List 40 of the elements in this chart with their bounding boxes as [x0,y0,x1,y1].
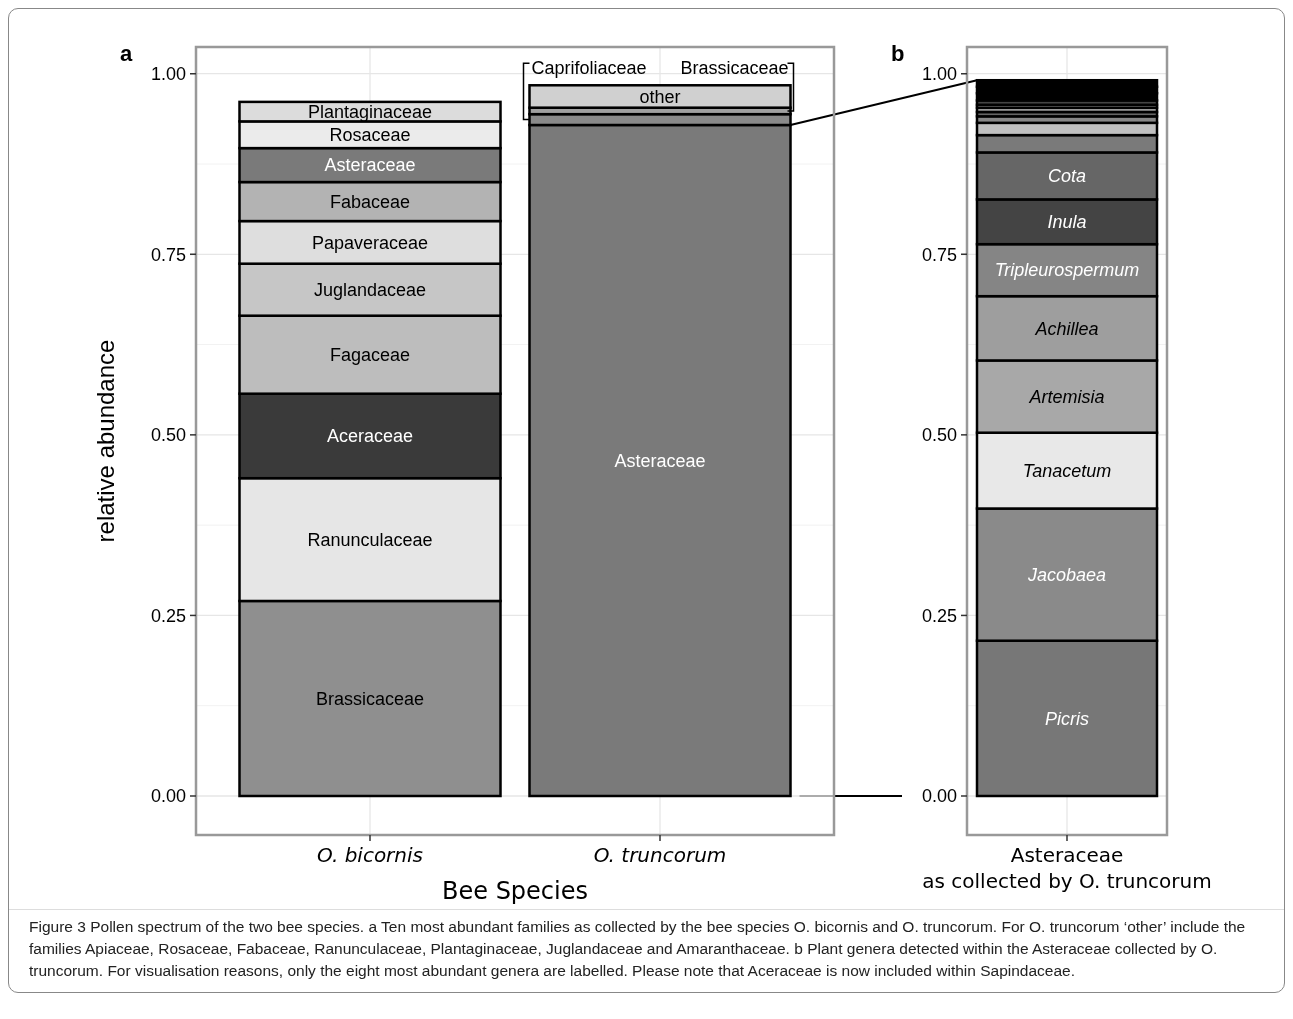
y-tick-label: 0.25 [150,605,186,626]
series-label: Papaveraceae [311,232,429,253]
series-label: Picris [1045,708,1089,729]
y-tick-label: 0.25 [921,605,957,626]
series-label: Fabaceae [329,191,411,212]
y-tick-label: 0.75 [921,244,957,265]
y-tick-label: 0.00 [921,786,957,807]
y-tick-label: 0.75 [150,244,186,265]
y-tick-label: 0.50 [921,425,957,446]
chart-title: a [120,41,133,66]
series-label: Plantaginaceae [307,101,433,122]
series-label: Achillea [1034,318,1099,339]
y-tick-label: 0.00 [150,786,186,807]
series-label: Juglandaceae [313,279,427,300]
x-tick-label: O. truncorum [593,843,727,867]
series-label: Brassicaceae [680,57,789,78]
y-tick-label: 1.00 [921,64,957,85]
x-tick-label: Asteraceae as collected by O. truncorum [922,843,1212,893]
series-label: Brassicaceae [315,688,425,709]
series-label: Asteraceae [614,450,706,471]
text: Caprifoliaceae [531,57,647,78]
series-label: Tanacetum [1022,460,1112,481]
series-label: Inula [1047,212,1087,233]
series-label: Tripleurospermum [994,260,1140,281]
chart-title: b [891,41,905,66]
series-label: other [639,86,681,107]
series-label: Asteraceae [324,155,416,176]
series-label: Ranunculaceae [307,529,433,550]
series-label: Fagaceae [329,344,411,365]
x-tick-label: O. bicornis [316,843,424,867]
series-label: Cota [1047,166,1087,187]
series-label: Jacobaea [1026,564,1107,585]
y-tick-label: 0.50 [150,425,186,446]
series-label: Rosaceae [329,125,411,146]
series-label: Aceraceae [326,426,414,447]
y-tick-label: 1.00 [150,64,186,85]
x-axis-title: Bee Species [442,877,588,905]
series-label: Artemisia [1028,386,1105,407]
y-axis-title: relative abundance [92,339,119,543]
caption: Figure 3 Pollen spectrum of the two bee species. a Ten most abundant families as collected by the bee species O. bicornis and O. truncorum. For O. truncorum ‘other’ include the families Apiaceae, Rosaceae, Fabaceae, Ranunculaceae, Plantaginaceae, Juglandaceae and Amaranthaceae. b Plant genera detected within the Asteraceae collected by O. truncorum. For visualisation reasons, only the eight most abundant genera are labelled. Please note that Aceraceae is now included within Sapindaceae. [29,917,1247,981]
